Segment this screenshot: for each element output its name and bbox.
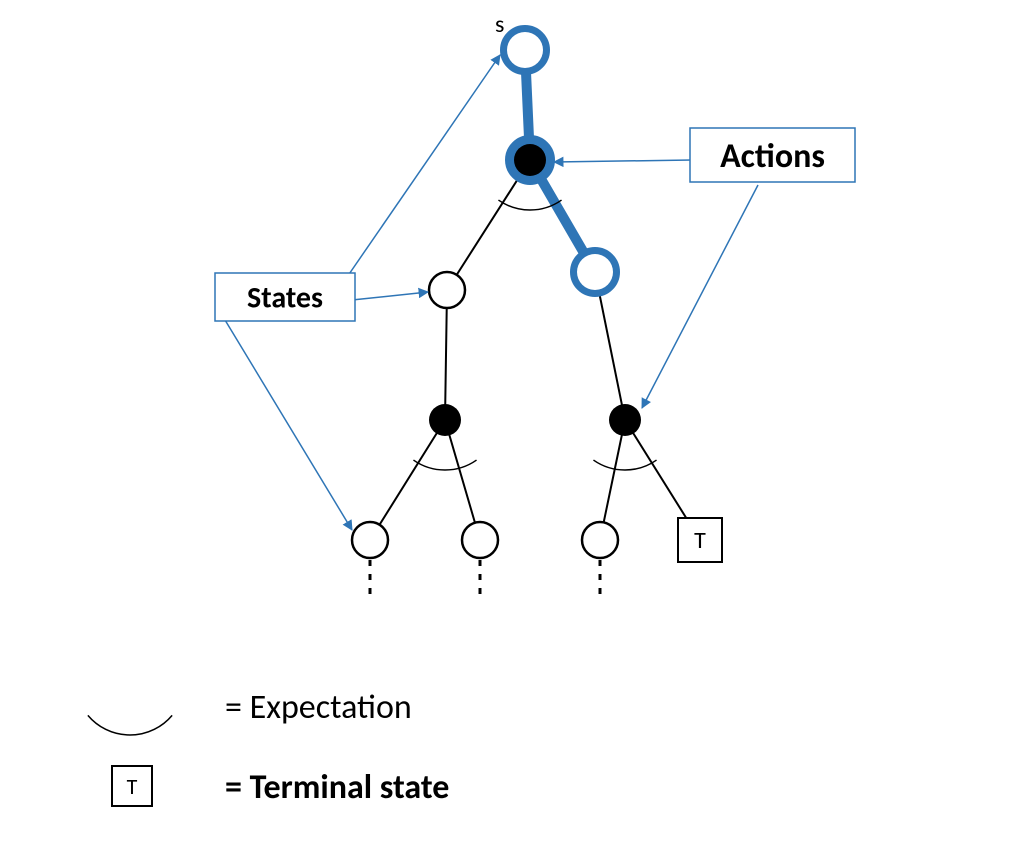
expectation-arc-1: [413, 460, 476, 470]
callout-arrow-4: [642, 185, 758, 408]
legend-terminal-text: = Terminal state: [225, 767, 449, 808]
expectation-arc-2: [593, 460, 656, 470]
legend-layer: = Expectation T = Terminal state: [88, 687, 450, 808]
edges-layer: [370, 50, 700, 540]
action-node-a0: [514, 144, 546, 176]
state-node-s5: [582, 522, 618, 558]
legend-expectation-text: = Expectation: [225, 687, 412, 728]
state-node-s3: [352, 522, 388, 558]
callout-arrow-2: [225, 320, 352, 530]
edge-s1-a1: [445, 290, 447, 420]
actions-label-text: Actions: [720, 136, 825, 177]
action-node-a1: [429, 404, 461, 436]
action-node-a2: [609, 404, 641, 436]
legend-terminal-letter: T: [127, 773, 138, 800]
callout-arrow-3: [554, 160, 692, 162]
state-node-inner-s0: [512, 37, 538, 63]
legend-arc-icon: [88, 715, 172, 735]
continuations-layer: [370, 560, 600, 600]
nodes-layer: T: [352, 30, 722, 562]
state-node-s1: [429, 272, 465, 308]
callout-arrow-1: [352, 292, 428, 300]
terminal-letter: T: [694, 526, 706, 555]
callout-arrow-0: [345, 55, 500, 280]
state-node-inner-s2: [582, 259, 608, 285]
states-label-text: States: [247, 280, 323, 317]
state-node-s4: [462, 522, 498, 558]
root-label: s: [495, 10, 504, 39]
edge-a1-s3: [370, 420, 445, 540]
backup-diagram: T s States Actions = Expectation T = Termina…: [0, 0, 1027, 852]
